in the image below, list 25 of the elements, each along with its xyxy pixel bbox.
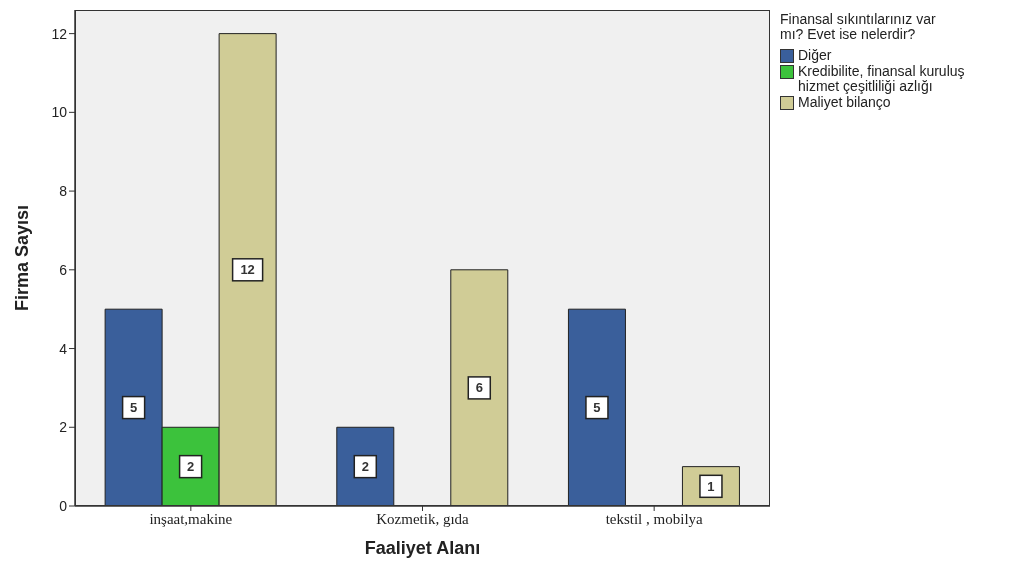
y-axis-title: Firma Sayısı — [12, 204, 33, 312]
y-tick-label: 12 — [51, 25, 68, 42]
data-label: 2 — [187, 459, 195, 475]
data-label: 5 — [130, 400, 138, 416]
legend-label: Kredibilite, finansal kuruluş hizmet çeşitliliği azlığı — [798, 63, 966, 94]
x-tick-label: Kozmetik, gıda — [376, 510, 470, 527]
x-axis-title: Faaliyet Alanı — [364, 538, 481, 558]
data-label: 12 — [240, 262, 255, 278]
y-tick-label: 2 — [59, 419, 68, 436]
y-tick-label: 6 — [59, 261, 68, 278]
bar — [450, 269, 509, 506]
data-label: 1 — [707, 478, 715, 494]
y-tick-label: 0 — [59, 497, 68, 514]
legend-label: Maliyet bilanço — [798, 94, 892, 110]
data-label: 5 — [593, 400, 601, 416]
x-tick-label: tekstil , mobilya — [605, 510, 704, 527]
bar — [567, 308, 626, 506]
data-label: 6 — [475, 380, 483, 396]
legend-label: Diğer — [798, 47, 833, 63]
legend-title: Finansal sıkıntılarınız var mı? Evet ise nelerdir? — [780, 11, 937, 42]
y-tick-label: 8 — [59, 183, 68, 200]
x-tick-label: inşaat,makine — [149, 510, 233, 527]
y-tick-label: 4 — [59, 340, 68, 357]
y-tick-label: 10 — [51, 104, 68, 121]
data-label: 2 — [361, 459, 369, 475]
